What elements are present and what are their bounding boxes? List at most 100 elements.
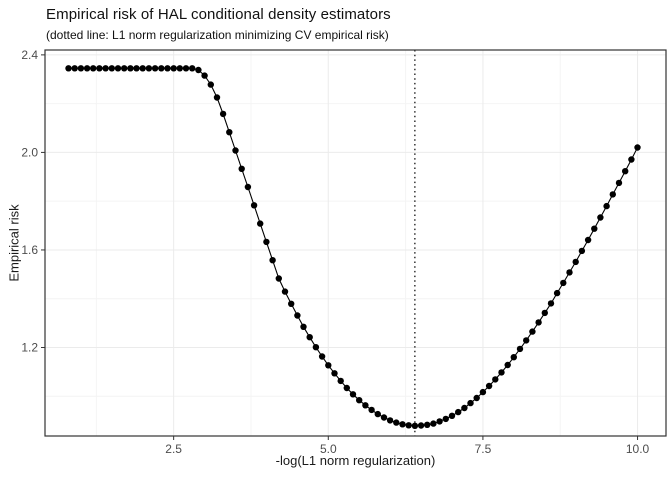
risk-data-point — [139, 65, 146, 72]
risk-data-point — [498, 369, 505, 376]
risk-data-point — [417, 422, 425, 429]
risk-data-point — [362, 402, 369, 409]
risk-data-point — [448, 412, 456, 419]
risk-data-point — [479, 388, 487, 396]
chart-title: Empirical risk of HAL conditional densit… — [46, 6, 391, 23]
risk-data-point — [386, 417, 394, 424]
risk-data-point — [238, 165, 245, 172]
risk-data-point — [71, 65, 78, 72]
risk-data-point — [615, 179, 623, 187]
risk-data-point — [603, 202, 610, 210]
risk-data-point — [213, 94, 221, 101]
risk-data-point — [541, 309, 548, 317]
risk-data-point — [393, 419, 400, 426]
risk-data-point — [244, 183, 252, 191]
x-tick-label: 5.0 — [320, 442, 337, 456]
risk-data-point — [195, 66, 202, 74]
risk-data-point — [77, 65, 85, 72]
risk-data-point — [504, 361, 511, 369]
y-tick-label: 1.2 — [21, 340, 38, 354]
risk-data-point — [560, 279, 567, 287]
risk-data-point — [374, 410, 381, 418]
risk-data-point — [566, 269, 573, 276]
risk-data-point — [368, 406, 375, 414]
risk-data-point — [312, 344, 320, 351]
x-axis-title: -log(L1 norm regularization) — [275, 453, 436, 468]
risk-data-point — [102, 65, 109, 72]
risk-data-point — [331, 370, 338, 377]
y-tick-label: 1.6 — [21, 243, 38, 257]
chart-subtitle: (dotted line: L1 norm regularization min… — [46, 28, 389, 42]
risk-data-point — [424, 421, 431, 428]
risk-data-point — [65, 65, 72, 72]
risk-data-point — [164, 65, 171, 72]
risk-data-point — [553, 289, 561, 297]
risk-data-point — [442, 415, 449, 423]
risk-data-point — [529, 328, 536, 335]
y-axis-title: Empirical risk — [6, 204, 22, 282]
risk-data-point — [121, 65, 128, 72]
risk-data-point — [275, 275, 282, 282]
risk-data-point — [485, 382, 493, 390]
risk-data-point — [182, 65, 190, 72]
risk-data-point — [325, 362, 332, 369]
risk-data-point — [535, 319, 542, 326]
risk-data-point — [473, 394, 480, 402]
risk-data-point — [318, 353, 326, 360]
risk-data-point — [634, 144, 641, 151]
risk-data-point — [158, 65, 165, 72]
risk-data-point — [411, 422, 419, 429]
risk-data-point — [145, 65, 153, 72]
risk-data-point — [269, 257, 276, 264]
risk-data-point — [281, 288, 289, 295]
risk-data-point — [219, 110, 227, 118]
risk-data-point — [250, 202, 258, 209]
risk-data-point — [461, 404, 468, 412]
risk-data-point — [257, 220, 264, 227]
risk-data-point — [349, 391, 357, 398]
risk-data-point — [151, 65, 159, 72]
risk-data-point — [516, 345, 524, 353]
risk-data-point — [380, 414, 388, 421]
risk-data-point — [578, 247, 586, 255]
risk-data-point — [207, 81, 214, 88]
x-tick-label: 2.5 — [165, 442, 182, 456]
risk-data-point — [609, 191, 616, 198]
risk-data-point — [510, 354, 517, 361]
risk-data-point — [343, 384, 350, 392]
risk-data-point — [356, 397, 363, 404]
risk-data-point — [337, 377, 344, 385]
risk-data-point — [96, 65, 103, 72]
risk-data-point — [300, 323, 307, 330]
risk-data-point — [622, 168, 629, 175]
risk-data-point — [591, 225, 598, 232]
risk-data-point — [547, 300, 555, 307]
risk-data-point — [201, 72, 208, 79]
risk-data-point — [108, 65, 116, 72]
panel-border — [44, 49, 667, 437]
risk-data-point — [399, 421, 406, 428]
risk-data-point — [436, 418, 443, 425]
risk-data-point — [133, 65, 140, 72]
risk-data-point — [170, 65, 177, 72]
risk-data-point — [572, 258, 579, 266]
risk-data-point — [226, 129, 233, 136]
risk-data-point — [405, 422, 412, 429]
risk-data-point — [584, 236, 592, 244]
risk-data-point — [83, 65, 91, 72]
risk-data-point — [189, 65, 196, 72]
risk-data-point — [492, 376, 499, 383]
risk-data-point — [294, 312, 301, 319]
risk-data-point — [306, 334, 313, 341]
risk-data-point — [232, 147, 239, 154]
y-tick-label: 2.0 — [21, 145, 38, 159]
risk-data-point — [628, 156, 635, 163]
risk-data-point — [597, 214, 604, 221]
risk-data-point — [430, 420, 437, 427]
y-tick-label: 2.4 — [21, 48, 38, 62]
risk-data-point — [127, 65, 134, 72]
risk-data-point — [455, 408, 462, 416]
risk-data-point — [176, 65, 183, 72]
